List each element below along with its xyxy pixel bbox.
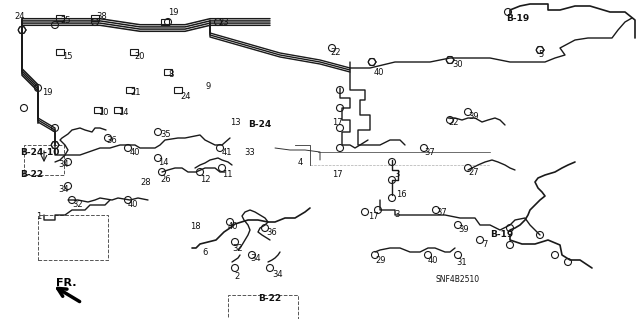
Text: 32: 32 bbox=[72, 200, 83, 209]
Text: 2: 2 bbox=[234, 272, 239, 281]
Bar bbox=[174, 87, 182, 93]
Text: 24: 24 bbox=[180, 92, 191, 101]
Text: 16: 16 bbox=[396, 190, 406, 199]
Text: B-19: B-19 bbox=[506, 14, 529, 23]
Text: 17: 17 bbox=[332, 118, 342, 127]
Text: 37: 37 bbox=[436, 208, 447, 217]
Text: 34: 34 bbox=[58, 185, 68, 194]
Text: 3: 3 bbox=[394, 210, 399, 219]
Text: 34: 34 bbox=[58, 160, 68, 169]
Bar bbox=[94, 107, 102, 113]
Text: 5: 5 bbox=[538, 50, 543, 59]
Text: 40: 40 bbox=[130, 148, 141, 157]
Bar bbox=[56, 15, 64, 21]
Text: 41: 41 bbox=[222, 148, 232, 157]
Text: 29: 29 bbox=[375, 256, 385, 265]
Text: B-24-10: B-24-10 bbox=[20, 148, 60, 157]
Text: 36: 36 bbox=[266, 228, 276, 237]
Text: 13: 13 bbox=[230, 118, 241, 127]
Bar bbox=[24, 145, 64, 175]
Text: 24: 24 bbox=[14, 12, 24, 21]
Text: B-22: B-22 bbox=[20, 170, 43, 179]
Text: 34: 34 bbox=[250, 254, 260, 263]
Text: 9: 9 bbox=[206, 82, 211, 91]
Text: 31: 31 bbox=[456, 258, 467, 267]
Bar bbox=[228, 295, 298, 319]
Bar bbox=[114, 107, 122, 113]
Text: B-24: B-24 bbox=[248, 120, 271, 129]
Text: 21: 21 bbox=[130, 88, 141, 97]
Bar bbox=[126, 87, 134, 93]
Text: FR.: FR. bbox=[56, 278, 77, 288]
Bar bbox=[161, 19, 169, 25]
Text: 40: 40 bbox=[374, 68, 385, 77]
Text: 39: 39 bbox=[458, 225, 468, 234]
Text: 19: 19 bbox=[168, 8, 179, 17]
Bar bbox=[130, 49, 138, 55]
Text: 40: 40 bbox=[128, 200, 138, 209]
Text: 23: 23 bbox=[218, 18, 228, 27]
Text: 12: 12 bbox=[200, 175, 211, 184]
Text: 28: 28 bbox=[140, 178, 150, 187]
Text: 22: 22 bbox=[448, 118, 458, 127]
Text: 22: 22 bbox=[330, 48, 340, 57]
Bar bbox=[91, 15, 99, 21]
Text: B-19: B-19 bbox=[490, 230, 513, 239]
Text: 10: 10 bbox=[98, 108, 109, 117]
Text: 26: 26 bbox=[160, 175, 171, 184]
Text: 17: 17 bbox=[332, 170, 342, 179]
Text: 15: 15 bbox=[62, 52, 72, 61]
Text: 6: 6 bbox=[202, 248, 207, 257]
Bar bbox=[38, 215, 108, 260]
Text: 37: 37 bbox=[424, 148, 435, 157]
Text: 3: 3 bbox=[394, 170, 399, 179]
Text: B-22: B-22 bbox=[258, 294, 281, 303]
Text: 14: 14 bbox=[158, 158, 168, 167]
Text: 38: 38 bbox=[96, 12, 107, 21]
Text: 40: 40 bbox=[428, 256, 438, 265]
Text: 1: 1 bbox=[36, 212, 41, 221]
Bar bbox=[56, 49, 64, 55]
Text: 25: 25 bbox=[60, 16, 70, 25]
Text: 19: 19 bbox=[42, 88, 52, 97]
Text: 11: 11 bbox=[222, 170, 232, 179]
Text: 18: 18 bbox=[190, 222, 200, 231]
Text: 20: 20 bbox=[134, 52, 145, 61]
Text: 17: 17 bbox=[368, 212, 379, 221]
Text: 36: 36 bbox=[106, 136, 116, 145]
Text: 32: 32 bbox=[232, 244, 243, 253]
Text: 4: 4 bbox=[298, 158, 303, 167]
Text: 8: 8 bbox=[168, 70, 173, 79]
Text: 35: 35 bbox=[160, 130, 171, 139]
Text: 27: 27 bbox=[468, 168, 479, 177]
Text: 30: 30 bbox=[452, 60, 463, 69]
Text: 40: 40 bbox=[228, 222, 239, 231]
Text: 14: 14 bbox=[118, 108, 129, 117]
Text: 39: 39 bbox=[468, 112, 479, 121]
Text: 34: 34 bbox=[272, 270, 283, 279]
Bar bbox=[164, 69, 172, 75]
Text: 33: 33 bbox=[244, 148, 255, 157]
Text: SNF4B2510: SNF4B2510 bbox=[436, 275, 480, 284]
Text: 7: 7 bbox=[482, 240, 488, 249]
